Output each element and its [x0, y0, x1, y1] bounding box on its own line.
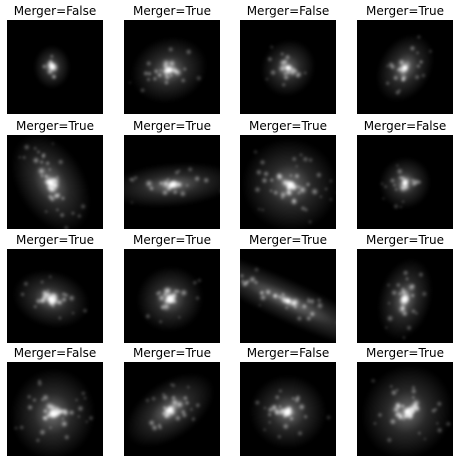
- panel-title: Merger=True: [366, 4, 444, 18]
- galaxy-image: [124, 362, 220, 456]
- galaxy-image: [124, 20, 220, 114]
- galaxy-render: [377, 258, 433, 340]
- galaxy-image: [124, 249, 220, 343]
- galaxy-render: [240, 249, 336, 343]
- galaxy-render: [124, 162, 220, 208]
- panel-title: Merger=True: [133, 4, 211, 18]
- galaxy-render: [242, 138, 336, 229]
- panel-title: Merger=True: [249, 119, 327, 133]
- galaxy-render: [12, 270, 90, 328]
- galaxy-render: [11, 135, 91, 229]
- panel-title: Merger=False: [246, 346, 330, 360]
- galaxy-render: [33, 45, 71, 89]
- panel-7: Merger=True: [240, 115, 336, 229]
- galaxy-image: [240, 249, 336, 343]
- panel-10: Merger=True: [124, 229, 220, 343]
- panel-13: Merger=False: [7, 342, 103, 456]
- galaxy-render: [249, 375, 332, 449]
- galaxy-render: [136, 266, 204, 332]
- galaxy-render: [10, 368, 96, 456]
- panel-14: Merger=True: [124, 342, 220, 456]
- galaxy-image: [240, 362, 336, 456]
- galaxy-image: [7, 362, 103, 456]
- panel-title: Merger=True: [366, 346, 444, 360]
- panel-16: Merger=True: [357, 342, 453, 456]
- galaxy-render: [361, 364, 453, 456]
- panel-5: Merger=True: [7, 115, 103, 229]
- panel-11: Merger=True: [240, 229, 336, 343]
- galaxy-image: [124, 135, 220, 229]
- panel-6: Merger=True: [124, 115, 220, 229]
- galaxy-image: [7, 20, 103, 114]
- galaxy-image: [240, 20, 336, 114]
- panel-title: Merger=False: [13, 346, 97, 360]
- panel-title: Merger=True: [16, 233, 94, 247]
- panel-title: Merger=True: [249, 233, 327, 247]
- panel-title: Merger=True: [133, 119, 211, 133]
- panel-8: Merger=False: [357, 115, 453, 229]
- panel-title: Merger=False: [363, 119, 447, 133]
- galaxy-render: [128, 37, 208, 103]
- galaxy-image: [357, 20, 453, 114]
- galaxy-image: [357, 362, 453, 456]
- galaxy-render: [376, 34, 434, 102]
- panel-title: Merger=False: [246, 4, 330, 18]
- galaxy-image: [7, 249, 103, 343]
- panel-2: Merger=True: [124, 0, 220, 114]
- panel-15: Merger=False: [240, 342, 336, 456]
- panel-title: Merger=True: [133, 233, 211, 247]
- panel-12: Merger=True: [357, 229, 453, 343]
- panel-title: Merger=True: [16, 119, 94, 133]
- panel-9: Merger=True: [7, 229, 103, 343]
- galaxy-image: [240, 135, 336, 229]
- panel-4: Merger=True: [357, 0, 453, 114]
- panel-title: Merger=True: [133, 346, 211, 360]
- galaxy-image: [357, 249, 453, 343]
- panel-title: Merger=False: [13, 4, 97, 18]
- galaxy-render: [379, 157, 431, 210]
- galaxy-image: [357, 135, 453, 229]
- galaxy-render: [125, 373, 215, 447]
- galaxy-render: [260, 39, 316, 97]
- panel-1: Merger=False: [7, 0, 103, 114]
- galaxy-image: [7, 135, 103, 229]
- panel-3: Merger=False: [240, 0, 336, 114]
- panel-title: Merger=True: [366, 233, 444, 247]
